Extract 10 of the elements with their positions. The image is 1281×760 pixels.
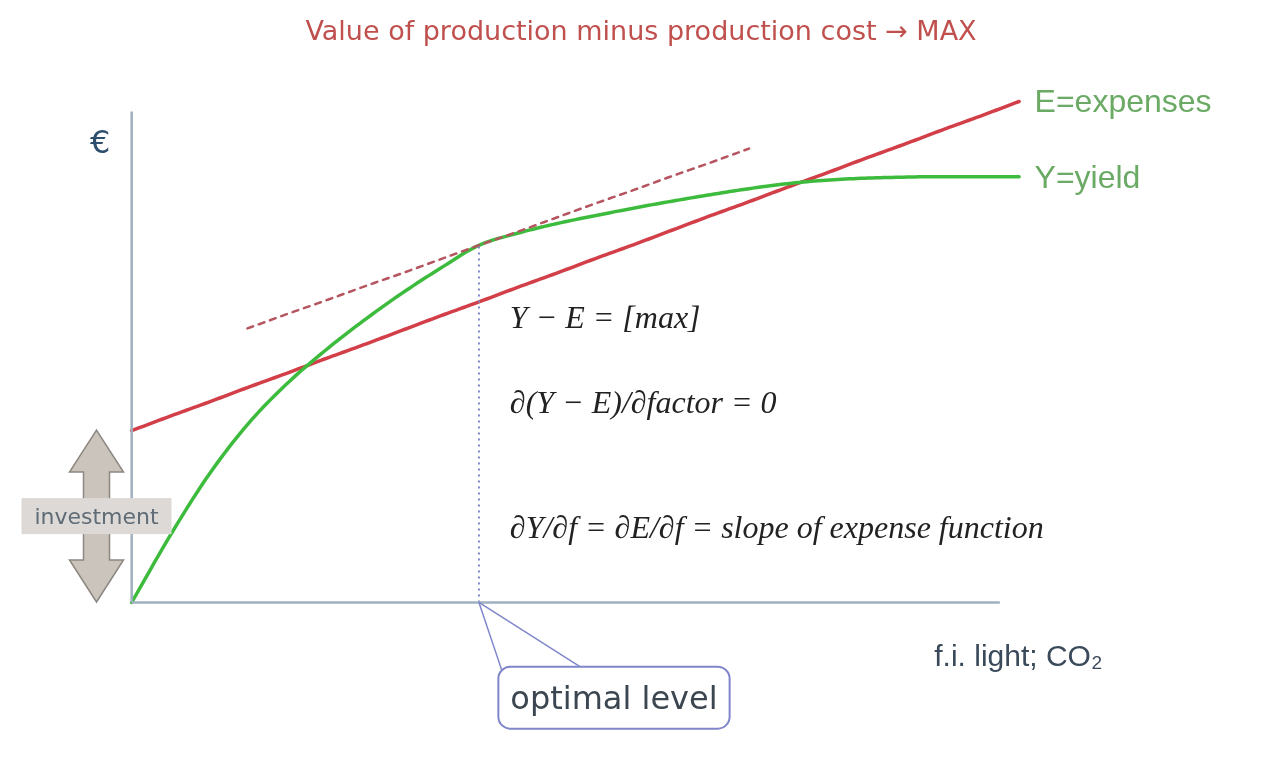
annotation: ∂Y/∂f = ∂E/∂f = slope of expense function xyxy=(509,509,1044,546)
annotation: Y − E = [max] xyxy=(509,298,701,335)
chart-title: Value of production minus production cost → MAX xyxy=(305,15,977,46)
text: optimal level xyxy=(510,678,718,717)
annotation: ∂(Y − E)/∂factor = 0 xyxy=(509,384,777,421)
x-axis-title: f.i. light; CO₂ xyxy=(934,638,1103,672)
series-label: Y=yield xyxy=(1034,158,1141,195)
annotation: investment xyxy=(34,503,159,529)
series-label: E=expenses xyxy=(1034,83,1212,120)
y-axis-title: € xyxy=(90,122,111,161)
